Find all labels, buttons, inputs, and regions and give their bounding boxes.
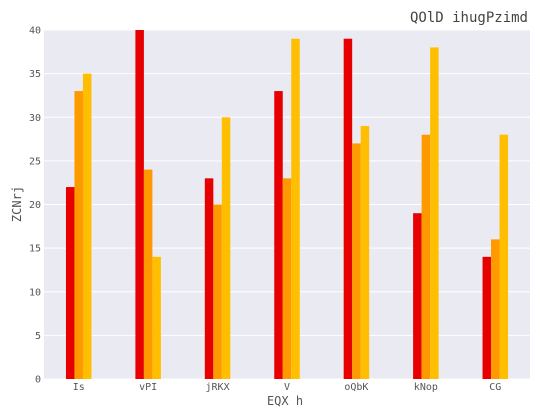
bar-2-kNop [421, 134, 431, 379]
bar-2-oQbK [352, 143, 361, 379]
bar-3-Is [82, 73, 92, 379]
x-tick-label: Is [73, 382, 85, 393]
y-axis-label: ZCNrj [10, 186, 24, 222]
bar-3-jRKX [221, 117, 231, 379]
chart-title: QOlD ihugPzimd [410, 10, 528, 26]
y-tick-label: 40 [29, 26, 41, 37]
bar-2-V [282, 178, 292, 379]
y-tick-label: 30 [29, 113, 41, 124]
bar-1-oQbK [343, 38, 353, 379]
x-tick-label: oQbK [344, 382, 368, 393]
bar-3-kNop [430, 47, 439, 379]
y-tick-labels: 0 5 10 15 20 25 30 35 40 [29, 26, 41, 386]
bar-3-CG [499, 134, 509, 379]
bar-1-jRKX [204, 178, 214, 379]
x-tick-label: vPI [139, 382, 157, 393]
x-tick-label: kNop [414, 382, 438, 393]
bar-2-Is [74, 91, 83, 379]
y-tick-label: 25 [29, 156, 41, 167]
x-axis-label: EQX h [267, 394, 303, 408]
bar-1-vPI [135, 30, 144, 379]
bar-1-kNop [413, 213, 422, 379]
x-tick-label: CG [489, 382, 501, 393]
bar-3-vPI [152, 256, 161, 379]
y-tick-label: 0 [35, 375, 41, 386]
y-tick-label: 20 [29, 200, 41, 211]
y-tick-label: 5 [35, 331, 41, 342]
bar-2-CG [491, 239, 500, 379]
y-tick-label: 35 [29, 69, 41, 80]
bar-1-Is [65, 187, 75, 379]
x-tick-label: V [284, 382, 290, 393]
x-tick-label: jRKX [206, 382, 230, 393]
y-tick-label: 15 [29, 244, 41, 255]
bar-3-oQbK [360, 125, 370, 379]
bars [65, 30, 509, 379]
bar-2-vPI [143, 169, 153, 379]
y-tick-label: 10 [29, 287, 41, 298]
bar-1-V [274, 91, 283, 379]
bar-1-CG [482, 256, 492, 379]
bar-3-V [291, 38, 300, 379]
bar-2-jRKX [213, 204, 222, 379]
